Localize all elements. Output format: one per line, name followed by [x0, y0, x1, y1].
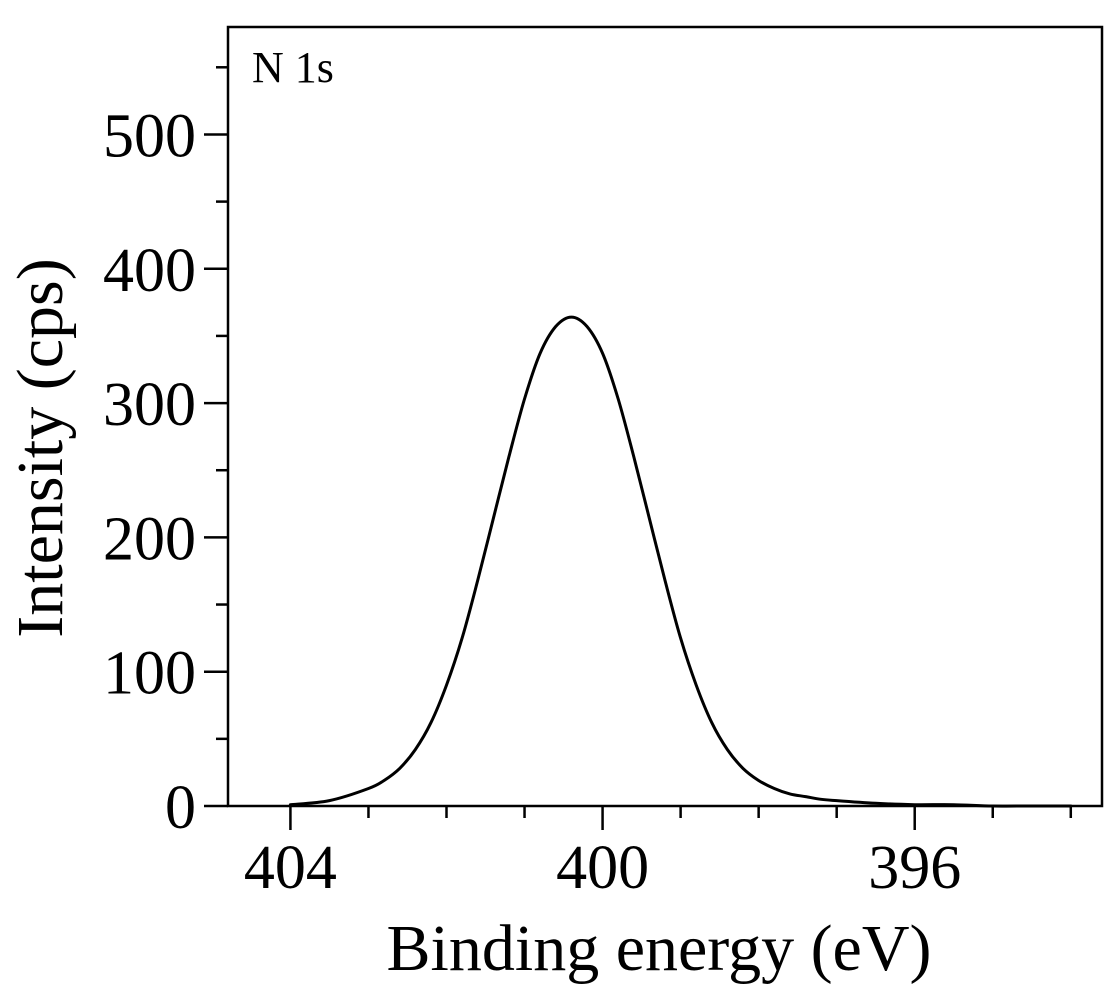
- x-tick-label: 396: [868, 834, 961, 902]
- y-tick-label: 200: [103, 505, 196, 573]
- y-axis-ticks: 0 100 200 300 400 500: [103, 66, 228, 842]
- y-tick-label: 100: [103, 640, 196, 708]
- chart-annotation: N 1s: [252, 43, 334, 92]
- y-tick-label: 500: [103, 102, 196, 170]
- x-tick-label: 404: [244, 834, 337, 902]
- x-axis-ticks: 404 400 396: [244, 806, 1073, 902]
- y-tick-label: 300: [103, 371, 196, 439]
- y-tick-label: 400: [103, 237, 196, 305]
- x-axis-label: Binding energy (eV): [387, 912, 932, 985]
- y-axis-label: Intensity (cps): [4, 258, 77, 637]
- x-tick-label: 400: [556, 834, 649, 902]
- series-line-n1s: [288, 315, 1073, 808]
- y-tick-label: 0: [165, 774, 196, 842]
- plot-frame: [226, 25, 1104, 808]
